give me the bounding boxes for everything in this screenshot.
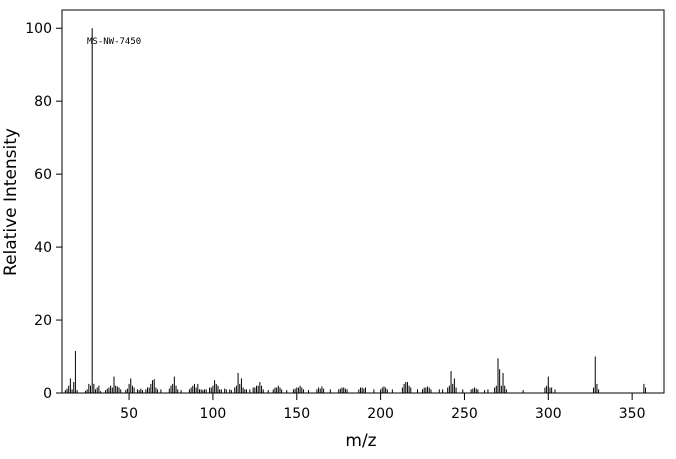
y-tick-label: 60 — [34, 167, 52, 183]
x-tick-label: 350 — [619, 406, 646, 422]
x-tick-label: 300 — [535, 406, 562, 422]
x-tick-label: 150 — [283, 406, 310, 422]
x-tick-label: 250 — [451, 406, 478, 422]
x-axis-title: m/z — [345, 431, 376, 451]
x-tick-label: 200 — [367, 406, 394, 422]
y-tick-label: 100 — [25, 21, 52, 37]
y-tick-label: 40 — [34, 240, 52, 256]
annotation: MS-NW-7450 — [87, 37, 141, 47]
y-tick-label: 20 — [34, 313, 52, 329]
x-tick-label: 100 — [200, 406, 227, 422]
y-tick-label: 80 — [34, 94, 52, 110]
x-tick-label: 50 — [120, 406, 138, 422]
plot-frame — [61, 9, 665, 394]
y-tick-label: 0 — [43, 386, 52, 402]
y-axis-title: Relative Intensity — [1, 128, 21, 276]
